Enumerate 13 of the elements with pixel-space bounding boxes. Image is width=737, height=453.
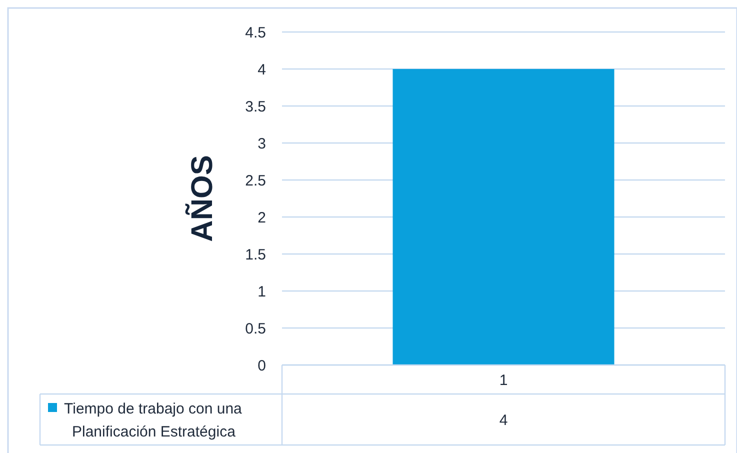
y-tick-label: 2 [258, 209, 266, 226]
y-tick-label: 3.5 [245, 98, 266, 116]
y-tick-label: 1 [258, 283, 266, 300]
y-tick-label: 3 [258, 135, 266, 152]
y-tick-label: 0.5 [245, 320, 266, 338]
y-tick-label: 4.5 [245, 24, 266, 42]
y-tick-label: 1.5 [245, 246, 266, 264]
y-tick-label: 0 [258, 357, 266, 374]
data-label: 4 [499, 412, 508, 429]
y-axis-title: AÑOS [185, 155, 219, 242]
legend-label: Tiempo de trabajo con una Planificación Estratégica [64, 400, 243, 440]
y-tick-label: 4 [258, 61, 266, 78]
y-tick-label: 2.5 [245, 172, 266, 190]
